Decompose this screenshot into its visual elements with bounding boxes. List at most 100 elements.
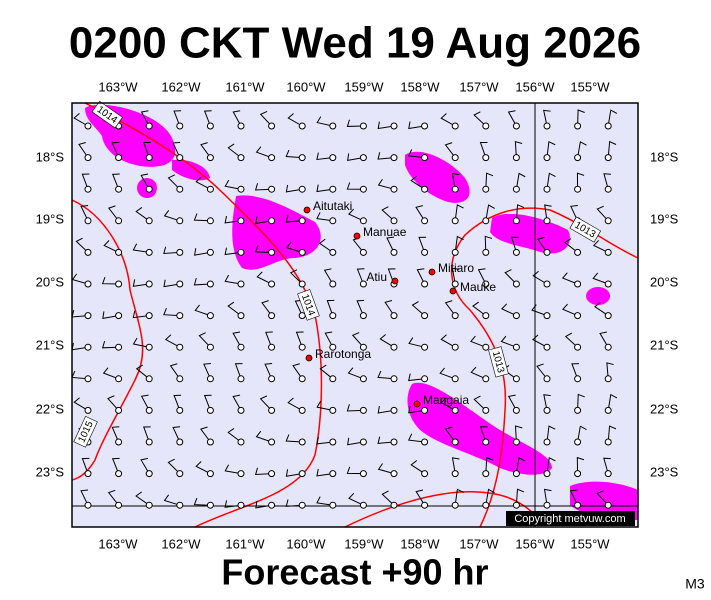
station-circle: [512, 406, 520, 414]
latitude-label: 22°S: [36, 401, 65, 416]
wind-barb: [451, 457, 460, 474]
station-circle: [145, 280, 153, 288]
wind-barb: [316, 436, 333, 445]
station-circle: [543, 185, 551, 193]
wind-barb: [81, 173, 90, 190]
wind-barb: [140, 110, 150, 127]
wind-barb: [411, 301, 425, 316]
station-circle: [298, 122, 306, 130]
station-circle: [268, 280, 276, 288]
wind-barb: [514, 140, 523, 158]
island-name: Rarotonga: [315, 347, 371, 361]
model-label: M3: [685, 576, 705, 592]
station-circle: [84, 185, 92, 193]
wind-barb: [500, 335, 517, 348]
wind-barb: [418, 236, 427, 253]
wind-barb: [607, 393, 618, 411]
wind-barb: [316, 152, 333, 161]
wind-barb: [347, 437, 364, 446]
station-circle: [206, 185, 214, 193]
wind-barb: [377, 370, 395, 380]
station-circle: [237, 312, 245, 320]
station-circle: [145, 406, 153, 414]
station-circle: [115, 280, 123, 288]
wind-barb: [224, 179, 242, 190]
longitude-label: 157°W: [459, 536, 499, 551]
station-circle: [574, 343, 582, 351]
station-circle: [237, 280, 245, 288]
island-marker: [391, 277, 399, 285]
station-circle: [543, 217, 551, 225]
copyright-box: [506, 511, 635, 526]
wind-barb: [80, 489, 89, 506]
wind-barb: [504, 269, 517, 285]
station-circle: [206, 406, 214, 414]
station-circle: [115, 470, 123, 478]
wind-barb: [107, 205, 119, 222]
station-circle: [84, 470, 92, 478]
wind-barb: [164, 334, 181, 348]
wind-barb: [285, 149, 303, 159]
longitude-label: 156°W: [515, 536, 555, 551]
station-circle: [421, 375, 429, 383]
wind-barb: [107, 395, 119, 411]
longitude-label: 159°W: [344, 79, 384, 94]
copyright: Copyright metvuw.com: [514, 513, 625, 525]
wind-barb: [163, 279, 180, 288]
latitude-label: 19°S: [650, 211, 679, 226]
station-circle: [298, 406, 306, 414]
wind-barb: [416, 268, 426, 285]
station-circle: [176, 122, 184, 130]
latitude-label: 23°S: [650, 464, 679, 479]
wind-barb: [379, 334, 395, 348]
station-circle: [206, 501, 214, 509]
wind-barb: [348, 208, 364, 222]
wind-barb: [546, 140, 556, 158]
island-name: Atiu: [366, 270, 387, 284]
station-circle: [268, 501, 276, 509]
wind-barbs: [71, 109, 618, 509]
longitude-label: 162°W: [161, 79, 201, 94]
station-circle: [390, 406, 398, 414]
longitude-label: 155°W: [570, 536, 610, 551]
wind-barb: [387, 268, 396, 285]
wind-barb: [193, 497, 211, 506]
wind-barb: [254, 183, 272, 191]
places: Aitutaki Manuae Atiu Mitiaro Mauke Rarotonga M…: [303, 199, 496, 408]
latitude-label: 18°S: [36, 149, 65, 164]
station-circle: [421, 248, 429, 256]
wind-barb: [577, 109, 585, 127]
wind-barb: [537, 236, 548, 253]
station-circle: [482, 470, 490, 478]
station-circle: [145, 122, 153, 130]
wind-barb: [410, 175, 425, 190]
longitude-label: 156°W: [515, 79, 555, 94]
wind-barb: [167, 174, 181, 190]
station-circle: [115, 343, 123, 351]
station-circle: [84, 154, 92, 162]
station-circle: [329, 343, 337, 351]
wind-barb: [546, 425, 556, 443]
station-circle: [421, 470, 429, 478]
wind-barb: [381, 490, 395, 506]
station-circle: [390, 438, 398, 446]
station-circle: [329, 280, 337, 288]
latitude-label: 21°S: [650, 337, 679, 352]
map-title: 0200 CKT Wed 19 Aug 2026: [69, 19, 641, 68]
station-circle: [451, 470, 459, 478]
wind-barb: [135, 364, 150, 380]
station-circle: [115, 154, 123, 162]
station-circle: [604, 185, 612, 193]
latitude-label: 18°S: [650, 149, 679, 164]
wind-barb: [111, 457, 120, 474]
wind-barb: [254, 467, 272, 476]
station-circle: [329, 501, 337, 509]
island-name: Mauke: [460, 280, 496, 294]
wind-barb: [195, 461, 211, 475]
wind-barb: [227, 143, 242, 158]
station-circle: [329, 406, 337, 414]
station-circle: [512, 154, 520, 162]
station-circle: [206, 154, 214, 162]
station-circle: [359, 154, 367, 162]
